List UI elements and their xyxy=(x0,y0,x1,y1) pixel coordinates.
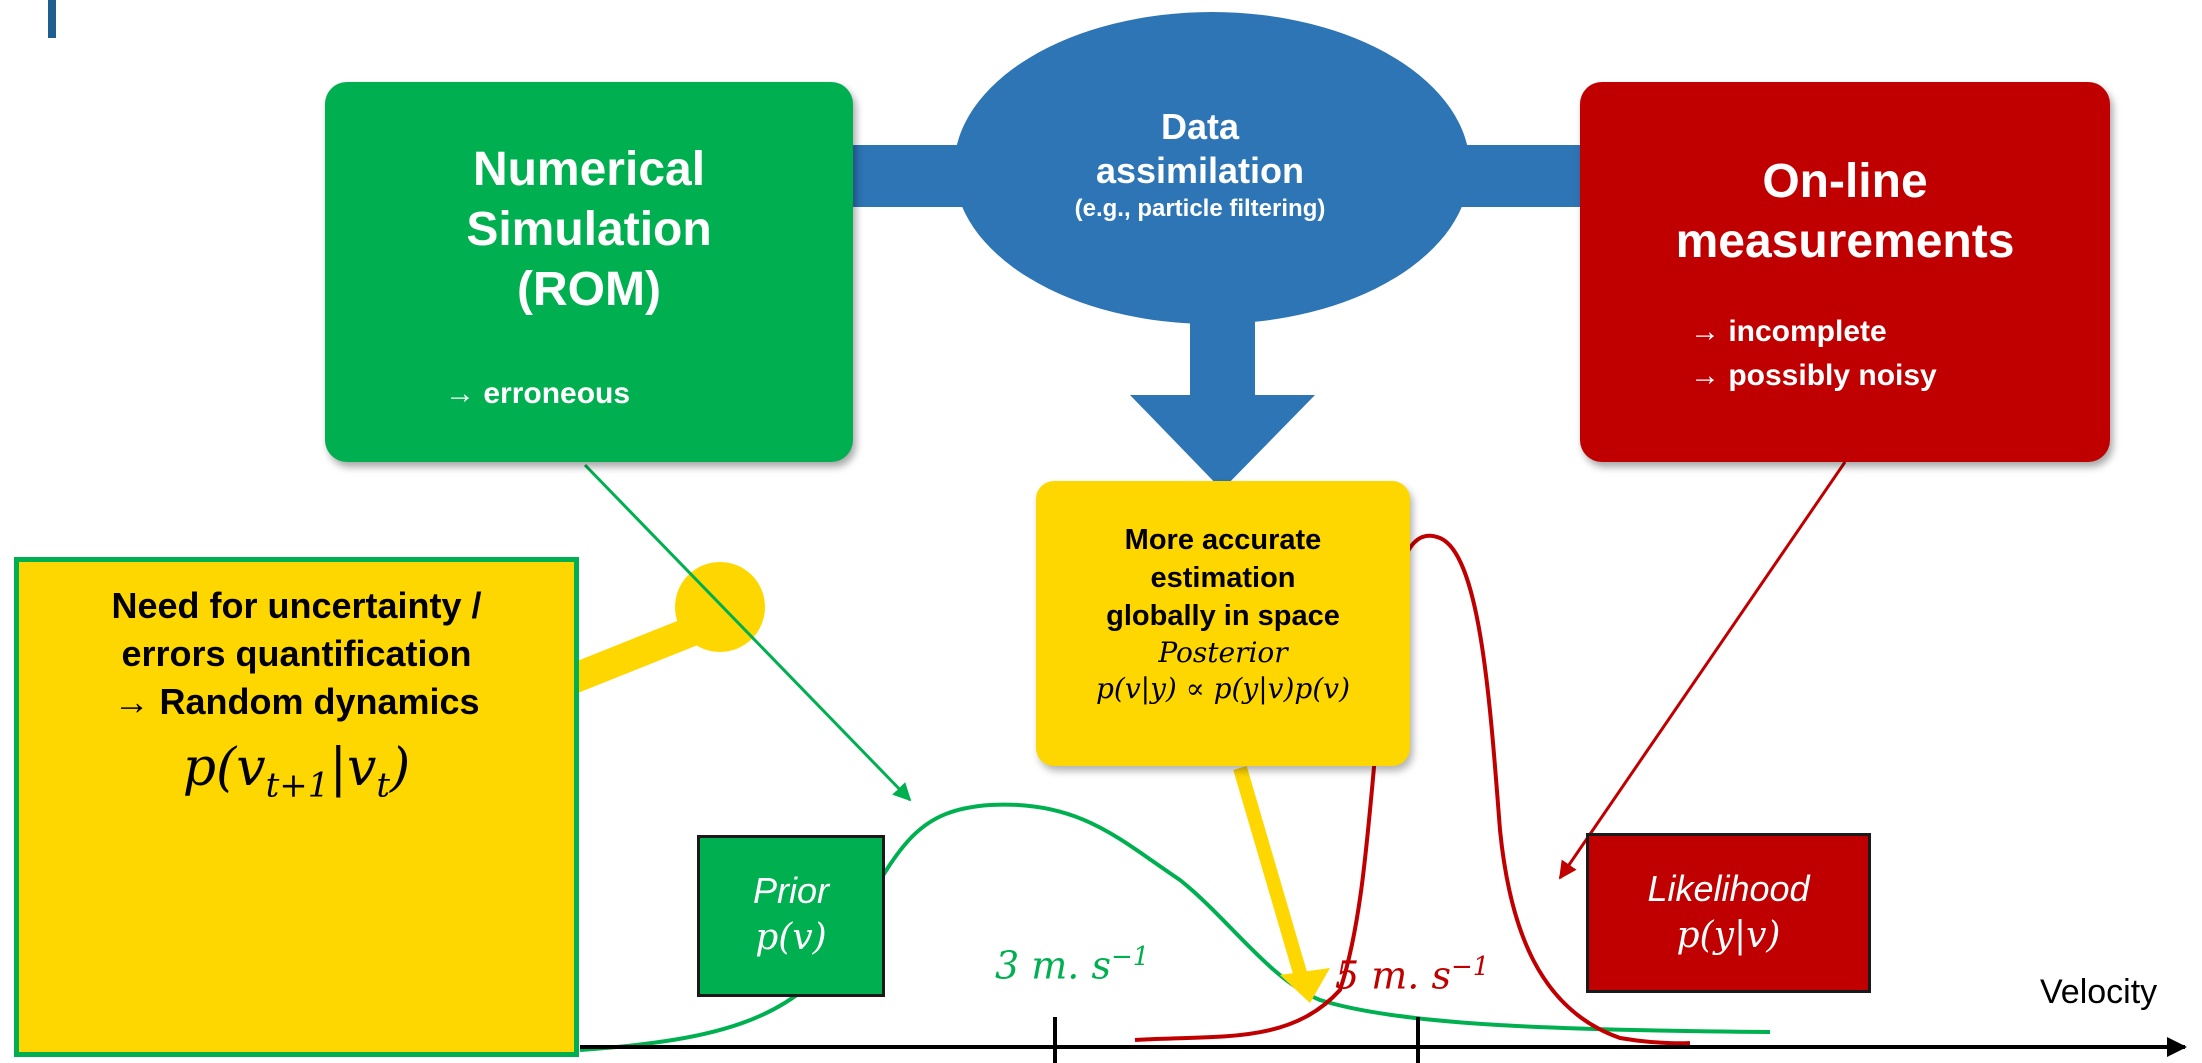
simulation-arrow xyxy=(583,463,912,802)
posterior-formula: p(v|y) ∝ p(y|v)p(v) xyxy=(1095,672,1351,705)
measurement-notes: → incomplete → possibly noisy xyxy=(1690,310,1937,398)
prior-box: Prior p(v) xyxy=(697,835,885,997)
prior-speed-label: 3 m. s−1 xyxy=(995,935,1149,988)
prior-formula: p(v) xyxy=(755,917,827,958)
measurement-box: On-line measurements → incomplete → poss… xyxy=(1580,82,2110,462)
assimilation-title-line-1: Data xyxy=(1160,106,1240,147)
transition-formula-sub2: t xyxy=(376,765,391,806)
simulation-title-line-2: Simulation xyxy=(466,203,712,256)
measurement-title: On-line measurements xyxy=(1580,152,2110,272)
measurement-note-2: → possibly noisy xyxy=(1690,359,1937,392)
estimation-line-2: estimation xyxy=(1150,562,1296,594)
measurement-arrow xyxy=(1558,461,1847,880)
prior-speed-value: 3 m. s xyxy=(995,943,1111,988)
estimation-line-3: globally in space xyxy=(1106,600,1340,632)
transition-formula: p(vt+1|vt) xyxy=(19,732,574,821)
measurement-title-line-1: On-line xyxy=(1762,155,1928,208)
simulation-title-line-3: (ROM) xyxy=(517,263,661,316)
simulation-title-line-1: Numerical xyxy=(472,143,706,196)
assimilation-ellipse-shape xyxy=(954,12,1470,324)
transition-formula-mid: |v xyxy=(329,738,377,798)
estimation-arrowhead xyxy=(1280,968,1330,1003)
likelihood-formula: p(y|v) xyxy=(1676,915,1781,956)
prior-label: Prior xyxy=(752,870,829,911)
measurement-title-line-2: measurements xyxy=(1675,215,2015,268)
velocity-axis-label: Velocity xyxy=(2040,973,2158,1011)
assimilation-title-line-2: assimilation xyxy=(1095,150,1305,191)
posterior-label: Posterior xyxy=(1158,636,1288,669)
likelihood-box: Likelihood p(y|v) xyxy=(1586,833,1871,993)
transition-formula-sub: t+1 xyxy=(265,765,330,806)
corner-accent-bar xyxy=(48,0,56,38)
likelihood-label: Likelihood xyxy=(1647,868,1810,909)
simulation-title: Numerical Simulation (ROM) xyxy=(325,140,853,320)
simulation-box: Numerical Simulation (ROM) → erroneous xyxy=(325,82,853,462)
likelihood-curve xyxy=(1134,533,1691,1046)
uncertainty-line-2: errors quantification xyxy=(121,633,472,674)
transition-formula-end: ) xyxy=(390,738,411,798)
likelihood-speed-exponent: −1 xyxy=(1450,952,1490,982)
assimilation-subtitle: (e.g., particle filtering) xyxy=(1074,195,1326,222)
likelihood-speed-value: 5 m. s xyxy=(1335,953,1451,998)
estimation-box: More accurate estimation globally in spa… xyxy=(1036,481,1410,766)
estimation-arrow xyxy=(1233,766,1312,992)
simulation-note: → erroneous xyxy=(445,377,631,410)
prior-speed-exponent: −1 xyxy=(1110,942,1150,972)
transition-formula-main: p(v xyxy=(182,738,266,798)
down-arrow xyxy=(1130,300,1315,490)
uncertainty-line-1: Need for uncertainty / xyxy=(111,585,482,626)
measurement-note-1: → incomplete xyxy=(1690,315,1887,348)
estimation-line-1: More accurate xyxy=(1124,524,1322,556)
assimilation-ellipse: Data assimilation (e.g., particle filter… xyxy=(960,105,1440,225)
uncertainty-line-3: → Random dynamics xyxy=(113,681,480,722)
uncertainty-box: Need for uncertainty / errors quantifica… xyxy=(14,557,579,1057)
likelihood-speed-label: 5 m. s−1 xyxy=(1335,945,1489,998)
